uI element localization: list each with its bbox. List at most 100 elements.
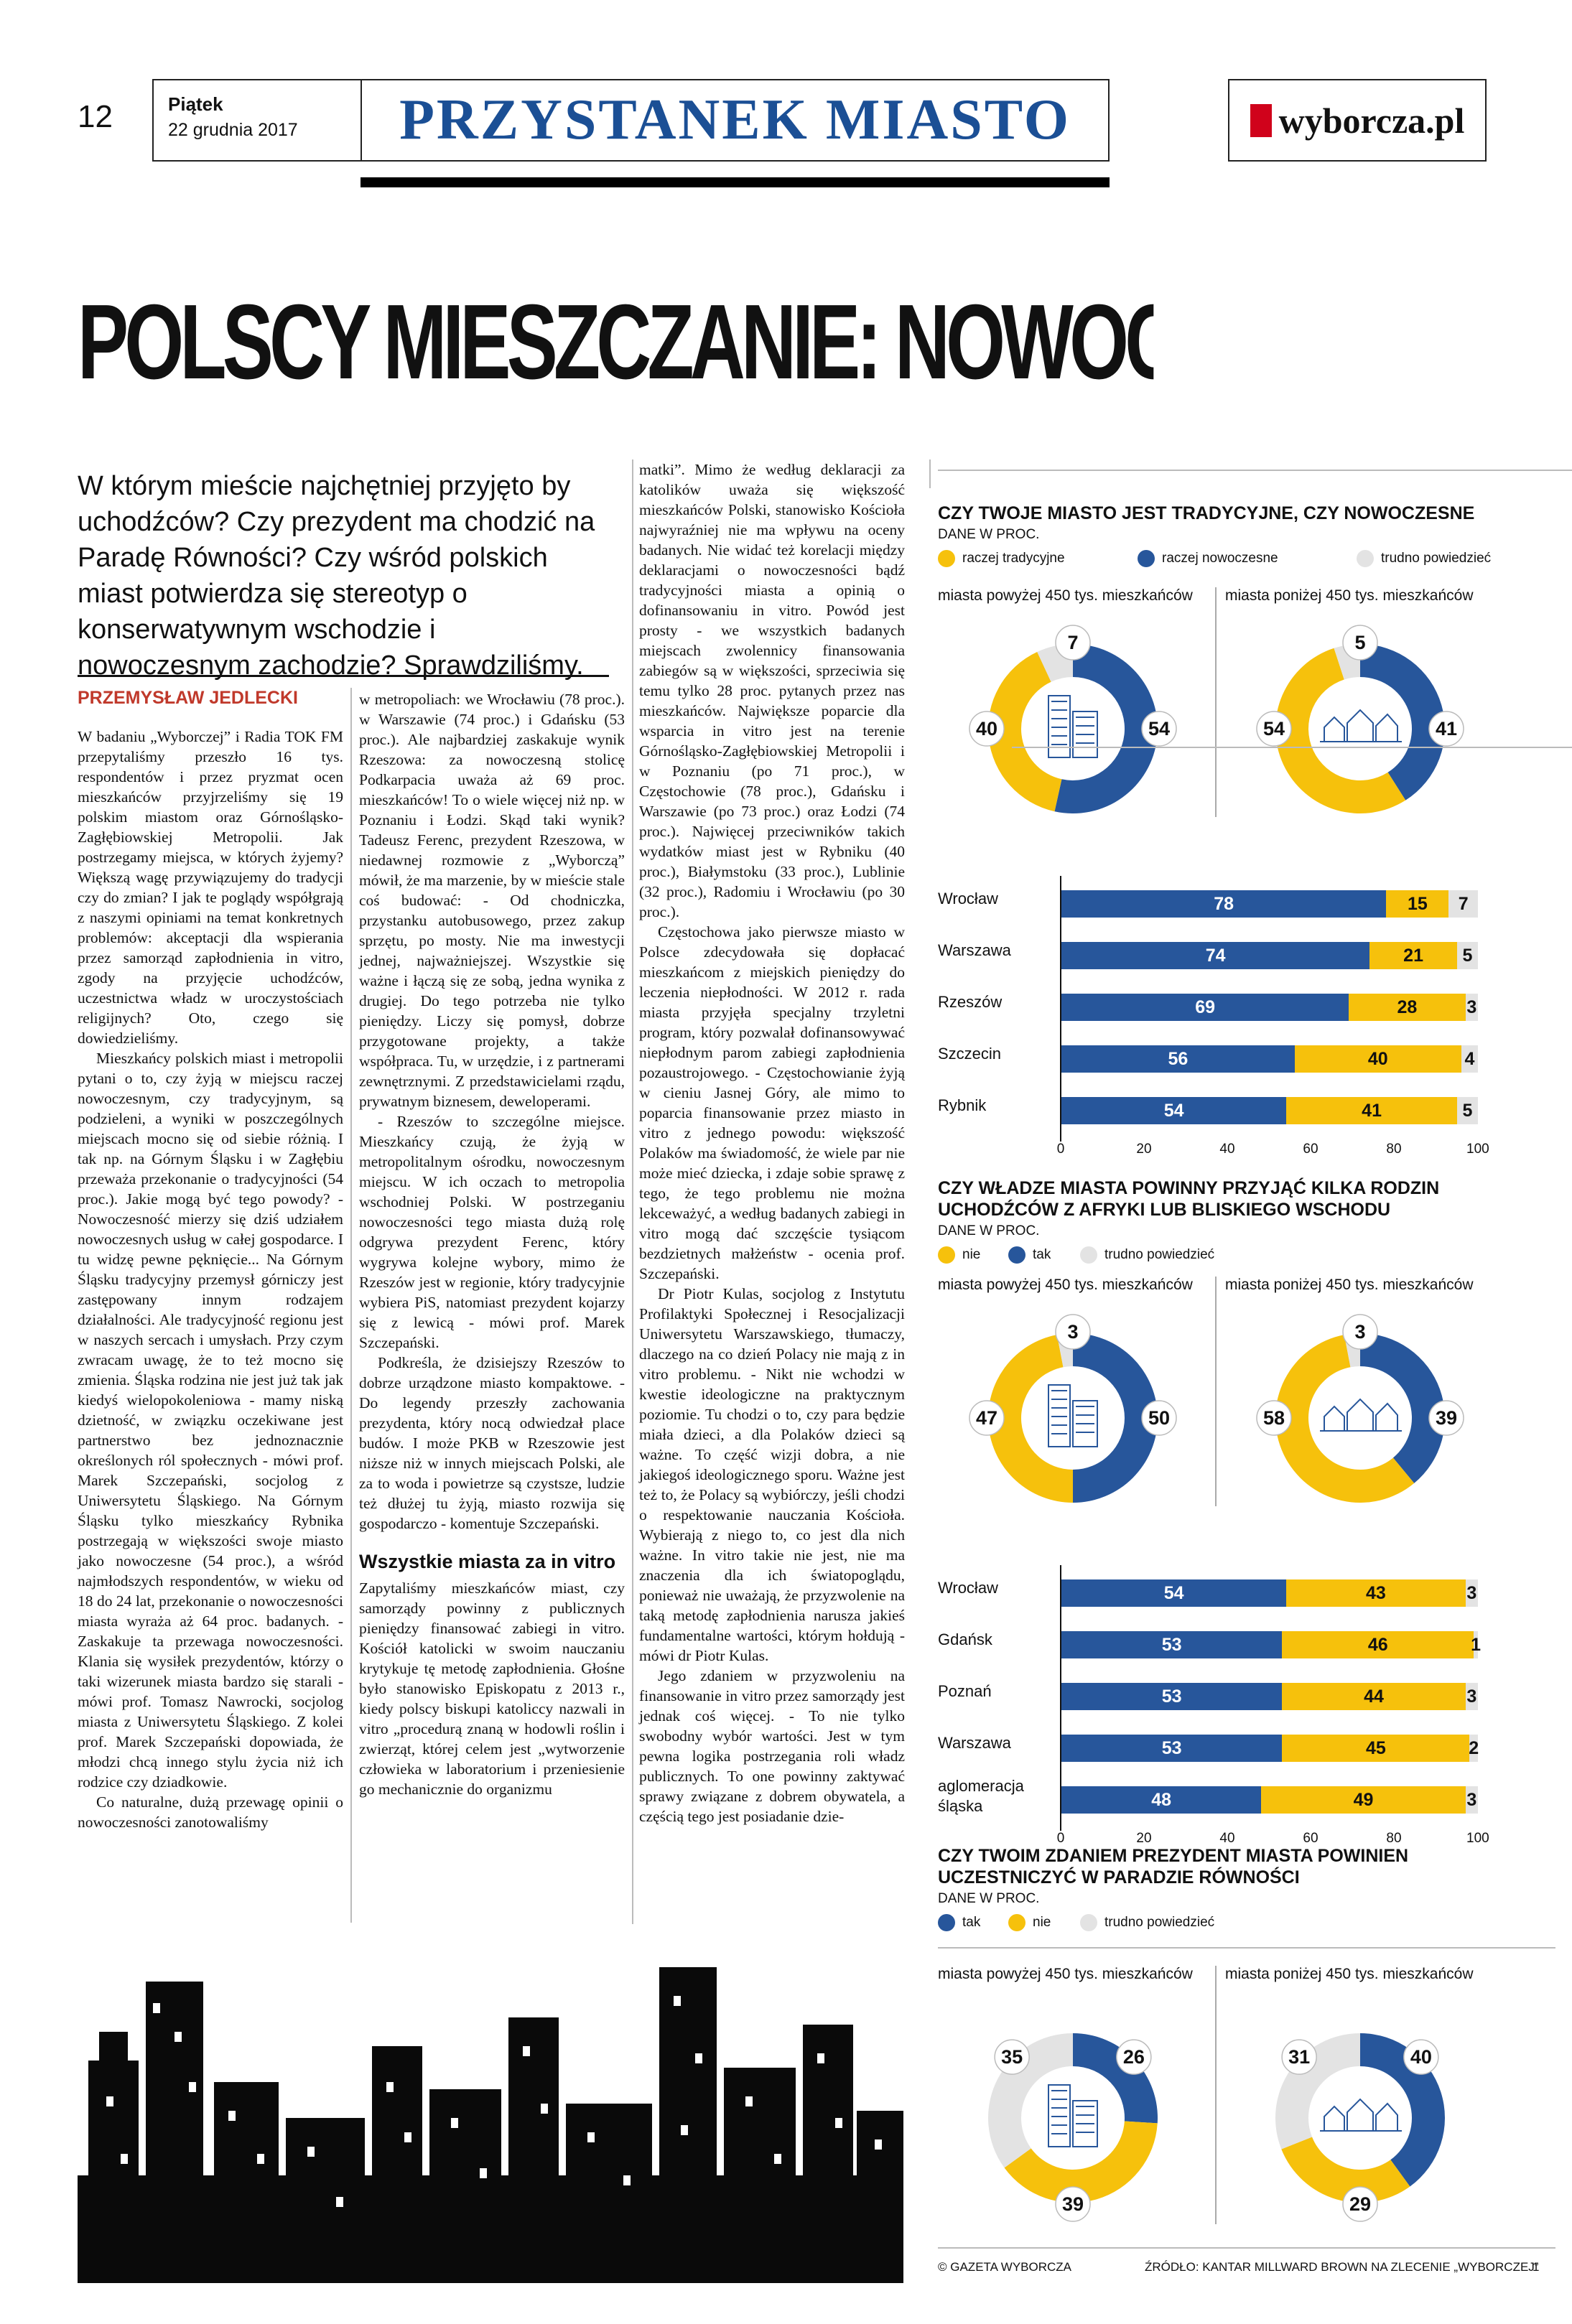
infographic-panel: CZY TWOJE MIASTO JEST TRADYCYJNE, CZY NO… bbox=[929, 459, 1572, 2324]
lead-rule bbox=[78, 675, 609, 677]
donut-label-grey: 31 bbox=[1281, 2039, 1317, 2075]
bar-segment-yellow: 40 bbox=[1294, 1045, 1461, 1073]
q3-group-big: miasta powyżej 450 tys. mieszkańców bbox=[938, 1966, 1193, 1982]
source-note: ŹRÓDŁO: KANTAR MILLWARD BROWN NA ZLECENI… bbox=[1145, 2260, 1539, 2274]
q3-subtitle: DANE W PROC. bbox=[938, 1891, 1040, 1906]
q2-group-small: miasta poniżej 450 tys. mieszkańców bbox=[1225, 1277, 1474, 1293]
paragraph: w metropoliach: we Wrocławiu (78 proc.).… bbox=[359, 691, 625, 1110]
logo-box[interactable]: wyborcza.pl bbox=[1228, 79, 1487, 162]
q1-donut-small: 5 41 54 bbox=[1256, 625, 1464, 813]
bar-city-label: Wrocław bbox=[938, 1579, 998, 1597]
q1-legend-hard-to-say: trudno powiedzieć bbox=[1357, 550, 1491, 567]
article-column-1: W badaniu „Wyborczej” i Radia TOK FM prz… bbox=[78, 727, 343, 1832]
bar-segment-blue: 69 bbox=[1061, 994, 1349, 1021]
section-title-box: PRZYSTANEK MIASTO bbox=[361, 79, 1110, 162]
donut-label-yellow: 40 bbox=[969, 711, 1005, 747]
bar-tick-label: 100 bbox=[1466, 1831, 1489, 1846]
q1-legend-traditional: raczej tradycyjne bbox=[938, 550, 1065, 567]
bar-tick-label: 100 bbox=[1466, 1142, 1489, 1157]
svg-text:58: 58 bbox=[1263, 1407, 1285, 1429]
donut-label-blue: 50 bbox=[1141, 1400, 1177, 1436]
svg-text:54: 54 bbox=[1263, 718, 1285, 739]
q1-group-small: miasta poniżej 450 tys. mieszkańców bbox=[1225, 587, 1474, 604]
bar-segment-grey: 3 bbox=[1465, 1579, 1478, 1607]
bar-segment-yellow: 44 bbox=[1282, 1683, 1466, 1710]
bar-segment-yellow: 45 bbox=[1282, 1735, 1470, 1762]
bar-tick-label: 40 bbox=[1219, 1831, 1235, 1846]
donut-label-yellow: 47 bbox=[969, 1400, 1005, 1436]
donut-label-grey: 3 bbox=[1055, 1314, 1091, 1350]
paragraph: matki”. Mimo że według deklaracji za kat… bbox=[639, 461, 905, 920]
bar-segment-grey: 2 bbox=[1469, 1735, 1479, 1762]
svg-text:3: 3 bbox=[1354, 1321, 1365, 1343]
donut-label-blue: 26 bbox=[1116, 2039, 1152, 2075]
donut-slice-blue bbox=[1360, 644, 1445, 801]
donut-slice-blue bbox=[1073, 2033, 1158, 2124]
q2-group-big: miasta powyżej 450 tys. mieszkańców bbox=[938, 1277, 1193, 1293]
skyscrapers-icon bbox=[1048, 1384, 1098, 1447]
date-box: Piątek 22 grudnia 2017 bbox=[152, 79, 362, 162]
bar-city-label: aglomeracja śląska bbox=[938, 1777, 1024, 1815]
headline: POLSCY MIESZCZANIE: NOWOCZEŚNI CZY bbox=[78, 283, 1154, 401]
logo-text: wyborcza.pl bbox=[1278, 100, 1465, 141]
svg-text:39: 39 bbox=[1062, 2193, 1084, 2215]
paragraph: Zapytaliśmy mieszkańców miast, czy samor… bbox=[359, 1579, 625, 1798]
houses-icon bbox=[1320, 2098, 1402, 2132]
svg-text:31: 31 bbox=[1288, 2046, 1310, 2068]
bar-city-label: Szczecin bbox=[938, 1045, 1002, 1063]
bar-segment-grey: 1 bbox=[1471, 1631, 1481, 1658]
q2-subtitle: DANE W PROC. bbox=[938, 1223, 1040, 1238]
donut-label-grey: 35 bbox=[994, 2039, 1030, 2075]
paragraph: W badaniu „Wyborczej” i Radia TOK FM prz… bbox=[78, 728, 343, 1047]
infographic-page-number: 1 bbox=[1533, 2260, 1540, 2274]
paragraph: Częstochowa jako pierwsze miasto w Polsc… bbox=[639, 923, 905, 1282]
paragraph: Podkreśla, że dzisiejszy Rzeszów to dobr… bbox=[359, 1354, 625, 1532]
section-title: PRZYSTANEK MIASTO bbox=[399, 88, 1071, 151]
logo-square-icon bbox=[1250, 103, 1272, 137]
author-byline: PRZEMYSŁAW JEDLECKI bbox=[78, 688, 298, 708]
column-divider bbox=[350, 688, 352, 1923]
donut-slice-yellow bbox=[1281, 2137, 1410, 2203]
issue-date: 22 grudnia 2017 bbox=[168, 120, 298, 140]
article-column-3: matki”. Mimo że według deklaracji za kat… bbox=[639, 459, 905, 1826]
svg-text:3: 3 bbox=[1067, 1321, 1078, 1343]
bar-city-label: Poznań bbox=[938, 1682, 992, 1700]
donut-label-grey: 3 bbox=[1342, 1314, 1378, 1350]
bar-segment-yellow: 49 bbox=[1261, 1786, 1466, 1814]
donut-label-yellow: 29 bbox=[1342, 2186, 1378, 2222]
bar-segment-blue: 74 bbox=[1061, 942, 1370, 969]
bar-segment-blue: 54 bbox=[1061, 1579, 1287, 1607]
svg-text:26: 26 bbox=[1123, 2046, 1145, 2068]
q3-donut-small: 40 29 31 bbox=[1275, 2033, 1445, 2222]
q1-subtitle: DANE W PROC. bbox=[938, 527, 1040, 542]
donut-label-blue: 39 bbox=[1428, 1400, 1464, 1436]
q3-legend-no: nie bbox=[1008, 1914, 1051, 1931]
svg-text:47: 47 bbox=[976, 1407, 997, 1429]
bar-city-label: Warszawa bbox=[938, 1734, 1011, 1752]
q1-legend-modern: raczej nowoczesne bbox=[1138, 550, 1278, 567]
svg-text:40: 40 bbox=[976, 718, 997, 739]
bar-segment-grey: 3 bbox=[1465, 1683, 1478, 1710]
donut-label-grey: 5 bbox=[1342, 625, 1378, 661]
q2-bar-chart: Wrocław 54 43 3 Gdańsk 53 46 1 Poznań 53 44 3 Warsza… bbox=[938, 1536, 1555, 1852]
bar-segment-grey: 3 bbox=[1465, 994, 1478, 1021]
q2-legend-no: nie bbox=[938, 1246, 980, 1264]
section-rule bbox=[361, 177, 1110, 187]
bar-segment-grey: 4 bbox=[1461, 1045, 1478, 1073]
q2-legend-hard-to-say: trudno powiedzieć bbox=[1080, 1246, 1214, 1264]
group-divider bbox=[1215, 587, 1217, 817]
q2-donut-big: 3 50 47 bbox=[969, 1314, 1177, 1503]
paragraph: Mieszkańcy polskich miast i metropolii p… bbox=[78, 1050, 343, 1791]
page-number: 12 bbox=[78, 99, 113, 134]
q1-group-big: miasta powyżej 450 tys. mieszkańców bbox=[938, 587, 1193, 604]
bar-city-label: Warszawa bbox=[938, 941, 1011, 959]
group-divider bbox=[1215, 1966, 1217, 2224]
bar-tick-label: 0 bbox=[1056, 1831, 1065, 1846]
bar-segment-yellow: 15 bbox=[1386, 890, 1449, 918]
bar-tick-label: 20 bbox=[1136, 1142, 1152, 1157]
bar-segment-yellow: 46 bbox=[1282, 1631, 1474, 1658]
bar-axis bbox=[1060, 876, 1061, 1142]
bar-segment-grey: 3 bbox=[1465, 1786, 1478, 1814]
donut-label-blue: 41 bbox=[1428, 711, 1464, 747]
bar-tick-label: 60 bbox=[1303, 1142, 1318, 1157]
